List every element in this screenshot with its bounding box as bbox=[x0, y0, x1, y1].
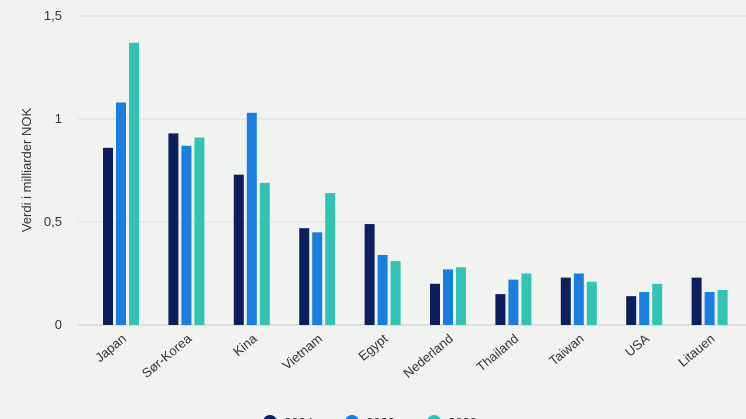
y-tick-label: 0 bbox=[55, 317, 62, 332]
bar-2023-Thailand bbox=[508, 279, 519, 325]
y-tick-label: 1 bbox=[55, 111, 62, 126]
legend-swatch bbox=[427, 415, 441, 419]
bar-2024-Sør-Korea bbox=[168, 133, 179, 325]
bar-2022-Japan bbox=[129, 42, 139, 325]
bar-2023-Taiwan bbox=[573, 273, 584, 325]
bar-2023-Egypt bbox=[377, 254, 388, 325]
legend-item-2022[interactable]: 2022 bbox=[427, 415, 477, 419]
x-tick-label: Sør-Korea bbox=[139, 330, 195, 381]
bar-2022-Thailand bbox=[521, 273, 532, 325]
y-tick-label: 0,5 bbox=[44, 214, 62, 229]
bar-2024-Kina bbox=[233, 174, 244, 325]
legend-swatch bbox=[345, 415, 359, 419]
x-axis-labels: Japan Sør-Korea Kina Vietnam Egypt Nederland T… bbox=[92, 330, 717, 381]
bar-2022-Sør-Korea bbox=[194, 137, 205, 325]
bar-2023-Kina bbox=[246, 112, 257, 325]
bar-2022-Kina bbox=[259, 182, 270, 325]
bar-2022-Taiwan bbox=[586, 281, 597, 325]
x-tick-label: Kina bbox=[230, 330, 260, 359]
y-axis-ticks: 0 0,5 1 1,5 bbox=[44, 8, 62, 332]
bar-2022-Vietnam bbox=[325, 193, 336, 325]
x-tick-label: Litauen bbox=[675, 331, 717, 370]
bar-2023-Vietnam bbox=[312, 232, 323, 325]
legend-swatch bbox=[263, 415, 277, 419]
x-tick-label: Vietnam bbox=[279, 331, 325, 373]
bar-2024-Nederland bbox=[430, 283, 440, 325]
bar-2023-Japan bbox=[116, 102, 126, 326]
bar-2023-Nederland bbox=[443, 269, 453, 325]
y-axis-title: Verdi i milliarder NOK bbox=[19, 108, 34, 233]
legend-label: 2023 bbox=[366, 415, 395, 419]
bar-2024-Egypt bbox=[364, 224, 375, 325]
legend-label: 2022 bbox=[448, 415, 477, 419]
x-tick-label: USA bbox=[622, 331, 652, 360]
x-tick-label: Thailand bbox=[473, 331, 521, 375]
x-tick-label: Nederland bbox=[400, 331, 456, 381]
x-tick-label: Egypt bbox=[355, 331, 390, 364]
bars bbox=[103, 42, 728, 326]
bar-2024-Japan bbox=[103, 147, 113, 325]
x-tick-label: Japan bbox=[92, 331, 129, 365]
bar-2024-Litauen bbox=[691, 277, 702, 325]
x-tick-label: Taiwan bbox=[546, 331, 587, 369]
legend-item-2024[interactable]: 2024 bbox=[263, 415, 313, 419]
bar-2022-USA bbox=[652, 283, 663, 325]
bar-2022-Egypt bbox=[390, 261, 401, 325]
bar-2024-Vietnam bbox=[299, 228, 310, 325]
legend: 2024 2023 2022 bbox=[263, 415, 477, 419]
legend-label: 2024 bbox=[284, 415, 313, 419]
bar-2024-Thailand bbox=[495, 294, 506, 325]
bar-2023-USA bbox=[639, 292, 650, 325]
y-tick-label: 1,5 bbox=[44, 8, 62, 23]
bar-2023-Litauen bbox=[704, 292, 715, 325]
bar-2024-USA bbox=[626, 296, 637, 325]
legend-item-2023[interactable]: 2023 bbox=[345, 415, 395, 419]
bar-2022-Litauen bbox=[717, 289, 728, 325]
bar-2024-Taiwan bbox=[560, 277, 571, 325]
bar-2022-Nederland bbox=[456, 267, 466, 325]
bar-2023-Sør-Korea bbox=[181, 145, 192, 325]
